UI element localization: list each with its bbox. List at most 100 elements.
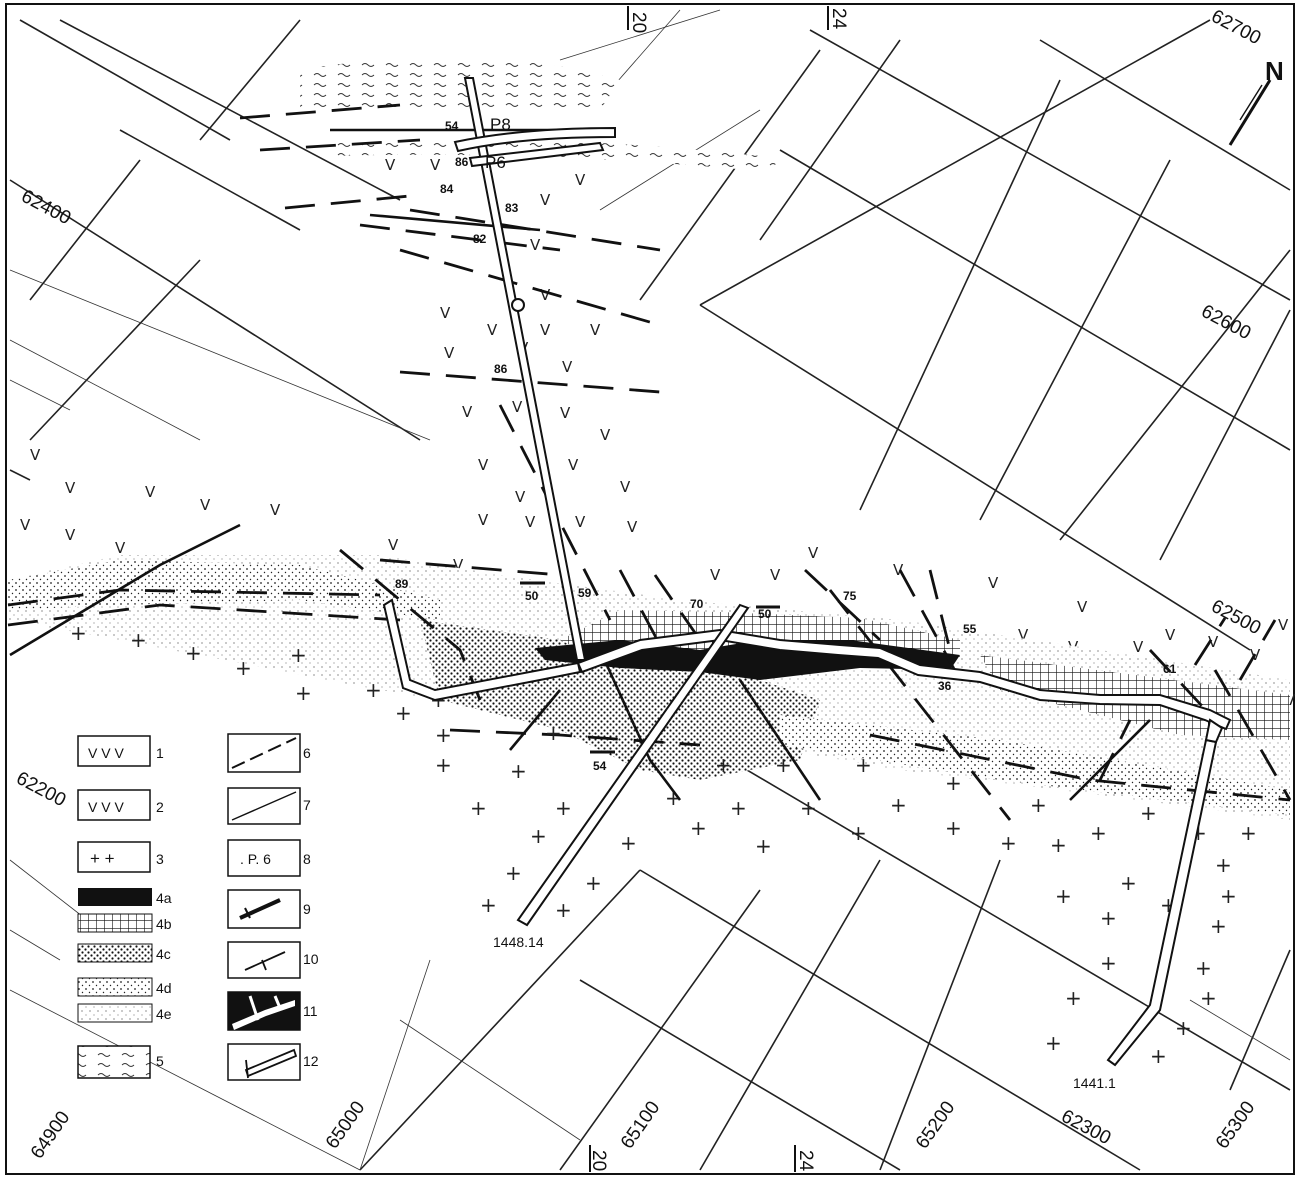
legend-item-4d: 4d [77, 977, 172, 997]
svg-text:+: + [555, 796, 572, 820]
grid-label-65200: 65200 [912, 1098, 960, 1153]
top-label-20: 20 [628, 12, 649, 33]
legend-4e-label: 4e [156, 1006, 172, 1022]
dip-84: 84 [440, 182, 454, 196]
legend-item-9: 9 [227, 889, 311, 929]
dip-54-c: 54 [593, 759, 607, 773]
svg-text:+: + [510, 759, 527, 783]
svg-text:+: + [1220, 884, 1237, 908]
svg-text:V: V [568, 456, 579, 474]
svg-text:V: V [988, 574, 999, 592]
svg-text:+: + [715, 753, 732, 777]
dip-82: 82 [473, 232, 487, 246]
point-p6: P6 [485, 153, 506, 172]
legend-10-label: 10 [303, 951, 319, 967]
drill-hole-1441: 1441.1 [1073, 1075, 1116, 1091]
drill-hole-1448: 1448.14 [493, 934, 544, 950]
svg-text:V: V [145, 483, 156, 501]
svg-text:+: + [1050, 833, 1067, 857]
svg-text:V: V [525, 513, 536, 531]
svg-text:V: V [540, 321, 551, 339]
svg-text:+: + [945, 816, 962, 840]
legend-item-4b: 4b [77, 913, 172, 933]
point-labels: P8 P6 [485, 115, 511, 172]
svg-text:+: + [505, 861, 522, 885]
dip-89: 89 [395, 577, 409, 591]
dip-75: 75 [843, 589, 857, 603]
svg-text:V: V [893, 561, 904, 579]
dip-50-a: 50 [525, 589, 539, 603]
svg-text:V: V [20, 516, 31, 534]
svg-text:V: V [540, 191, 551, 209]
legend-5-label: 5 [156, 1053, 164, 1069]
grid-label-65000: 65000 [322, 1098, 370, 1153]
svg-text:+: + [1120, 871, 1137, 895]
legend-11-label: 11 [303, 1003, 318, 1019]
svg-text:+: + [945, 771, 962, 795]
svg-text:+: + [545, 721, 562, 745]
svg-text:V: V [710, 566, 721, 584]
svg-text:+: + [185, 641, 202, 665]
svg-text:+: + [1195, 956, 1212, 980]
svg-text:+: + [435, 723, 452, 747]
grid-label-62300: 62300 [1058, 1106, 1115, 1149]
legend: V V V 1 V V V 2 + + 3 4a 4b 4c 4d [77, 733, 319, 1081]
top-label-24: 24 [828, 8, 849, 30]
svg-text:V: V [1285, 691, 1296, 709]
legend-item-5: 5 [77, 1045, 164, 1079]
svg-text:+: + [1140, 801, 1157, 825]
north-label: N [1265, 56, 1284, 86]
svg-text:V: V [575, 171, 586, 189]
svg-text:V: V [600, 426, 611, 444]
faults [9, 103, 1292, 821]
svg-text:V: V [1018, 626, 1029, 644]
dip-36: 36 [938, 679, 952, 693]
edge-ticks [589, 6, 829, 1172]
point-p8: P8 [490, 115, 511, 134]
legend-4a-label: 4a [156, 890, 172, 906]
dip-59: 59 [578, 586, 592, 600]
dip-strike-bars [520, 581, 780, 754]
svg-text:+: + [1210, 914, 1227, 938]
bottom-label-20: 20 [588, 1150, 609, 1171]
svg-text:+: + [1100, 951, 1117, 975]
dip-values-upper: 54 86 84 83 82 86 [440, 119, 519, 376]
legend-item-12: 12 [227, 1043, 319, 1081]
svg-text:+: + [1200, 986, 1217, 1010]
svg-text:+: + [1215, 853, 1232, 877]
legend-item-6: 6 [227, 733, 311, 773]
svg-text:+: + [1100, 906, 1117, 930]
svg-text:V: V [530, 236, 541, 254]
svg-text:V: V [1077, 598, 1088, 616]
legend-item-8: . P. 6 8 [227, 839, 311, 877]
legend-item-2: V V V 2 [77, 789, 164, 821]
legend-1-label: 1 [156, 745, 164, 761]
grid-label-64900: 64900 [27, 1108, 75, 1163]
svg-text:V: V [560, 404, 571, 422]
dip-86-a: 86 [455, 155, 469, 169]
svg-text:V: V [487, 321, 498, 339]
svg-text:V: V [30, 446, 41, 464]
grid-label-65100: 65100 [617, 1098, 665, 1153]
svg-text:V: V [590, 321, 601, 339]
svg-text:+: + [1030, 793, 1047, 817]
svg-text:+: + [435, 753, 452, 777]
legend-3-symbol: + + [90, 849, 115, 868]
svg-text:+: + [555, 898, 572, 922]
legend-6-label: 6 [303, 745, 311, 761]
legend-item-7: 7 [227, 787, 311, 825]
dip-55: 55 [963, 622, 977, 636]
legend-9-label: 9 [303, 901, 311, 917]
mine-workings [382, 77, 1232, 1067]
legend-item-4c: 4c [77, 943, 171, 963]
svg-text:+: + [365, 678, 382, 702]
legend-4d-label: 4d [156, 980, 172, 996]
svg-text:V: V [65, 479, 76, 497]
svg-text:+: + [1090, 821, 1107, 845]
svg-text:V: V [478, 511, 489, 529]
svg-text:+: + [395, 701, 412, 725]
svg-text:+: + [1000, 831, 1017, 855]
grid-label-62400: 62400 [18, 186, 75, 229]
legend-8-symbol: . P. 6 [240, 851, 271, 867]
